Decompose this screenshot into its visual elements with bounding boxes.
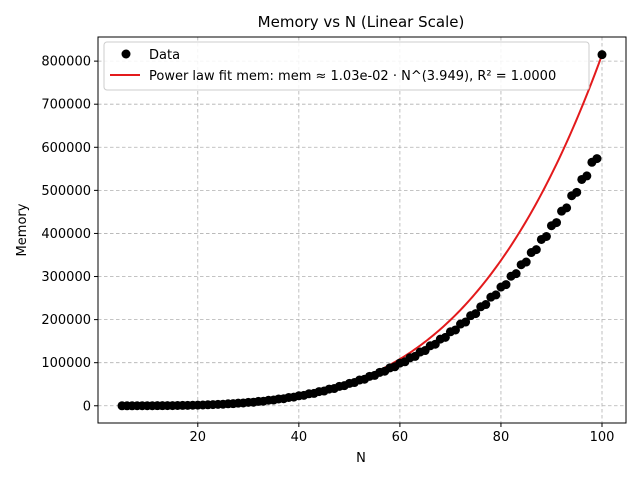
fit-line xyxy=(121,54,603,407)
data-point xyxy=(491,290,501,300)
data-point xyxy=(562,203,572,213)
x-tick-label: 60 xyxy=(392,430,409,445)
legend-label-fit: Power law fit mem: mem ≈ 1.03e-02 · N^(3… xyxy=(149,69,556,84)
y-axis: 0 100000 200000 300000 400000 500000 600000 700… xyxy=(41,55,98,414)
x-tick-label: 80 xyxy=(493,430,510,445)
data-point xyxy=(541,232,551,241)
y-tick-label: 200000 xyxy=(41,313,91,328)
y-tick-label: 0 xyxy=(83,399,91,414)
data-point xyxy=(511,269,521,279)
data-point xyxy=(450,325,460,335)
axes-frame xyxy=(97,36,627,424)
data-point xyxy=(552,218,562,228)
data-point xyxy=(572,187,582,197)
x-tick-label: 100 xyxy=(590,430,615,445)
data-point xyxy=(471,309,481,319)
x-tick-label: 20 xyxy=(190,430,207,445)
x-axis: 20 40 60 80 100 xyxy=(190,423,615,445)
legend-label-data: Data xyxy=(149,48,180,63)
y-tick-label: 100000 xyxy=(41,356,91,371)
data-point xyxy=(592,154,602,164)
data-point xyxy=(521,257,531,267)
chart-title: Memory vs N (Linear Scale) xyxy=(258,13,465,31)
y-tick-label: 300000 xyxy=(41,270,91,285)
y-tick-label: 400000 xyxy=(41,227,91,242)
x-axis-label: N xyxy=(356,451,366,466)
y-tick-label: 700000 xyxy=(41,98,91,113)
y-tick-label: 600000 xyxy=(41,141,91,156)
y-axis-label: Memory xyxy=(15,203,30,256)
data-point xyxy=(531,245,541,255)
data-series xyxy=(117,50,607,411)
data-point xyxy=(461,317,471,327)
data-point xyxy=(501,280,511,290)
fit-series xyxy=(121,54,603,407)
data-point xyxy=(597,50,607,60)
grid xyxy=(98,37,626,423)
x-tick-label: 40 xyxy=(291,430,308,445)
legend-frame xyxy=(103,41,590,91)
y-tick-label: 500000 xyxy=(41,184,91,199)
legend-marker-data xyxy=(121,49,131,59)
y-tick-label: 800000 xyxy=(41,55,91,70)
data-point xyxy=(481,300,491,310)
data-point xyxy=(582,171,592,181)
legend: Data Power law fit mem: mem ≈ 1.03e-02 ·… xyxy=(103,41,590,91)
